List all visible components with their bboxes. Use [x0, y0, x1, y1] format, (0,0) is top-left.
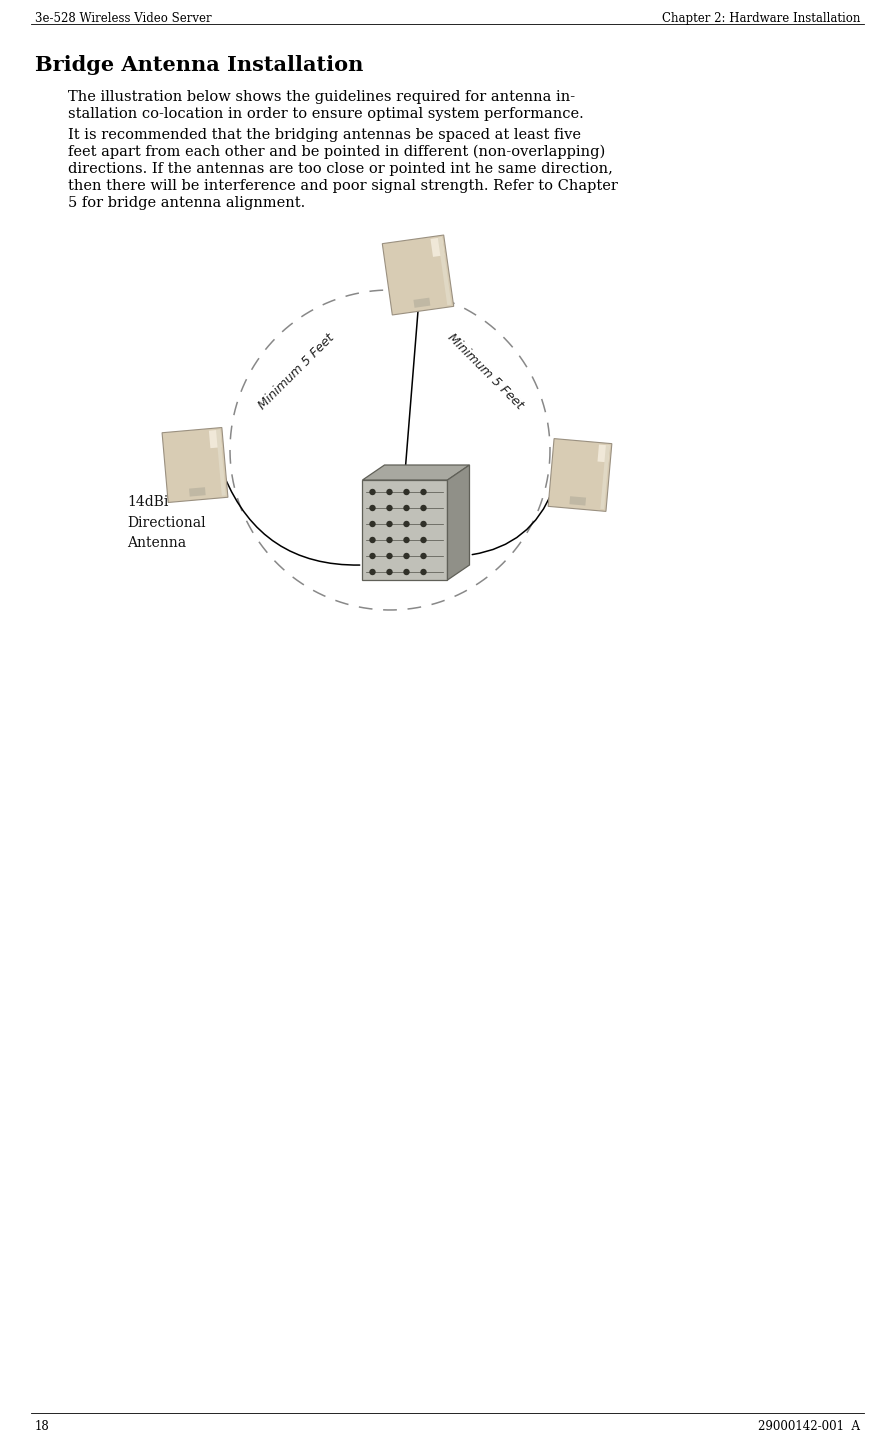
Text: 18: 18: [35, 1420, 50, 1431]
Circle shape: [369, 489, 375, 495]
Text: Minimum 5 Feet: Minimum 5 Feet: [256, 332, 337, 412]
Polygon shape: [430, 238, 444, 258]
Text: 3e-528 Wireless Video Server: 3e-528 Wireless Video Server: [35, 11, 211, 24]
Polygon shape: [208, 429, 222, 448]
Circle shape: [403, 489, 409, 495]
Text: 5 for bridge antenna alignment.: 5 for bridge antenna alignment.: [68, 196, 305, 210]
Circle shape: [386, 521, 392, 527]
Circle shape: [386, 538, 392, 542]
Text: The illustration below shows the guidelines required for antenna in-: The illustration below shows the guideli…: [68, 90, 575, 104]
Text: stallation co-location in order to ensure optimal system performance.: stallation co-location in order to ensur…: [68, 107, 583, 122]
Text: 29000142-001  A: 29000142-001 A: [757, 1420, 859, 1431]
Circle shape: [369, 554, 375, 558]
Circle shape: [386, 505, 392, 511]
Circle shape: [369, 505, 375, 511]
Circle shape: [369, 538, 375, 542]
Polygon shape: [600, 445, 609, 509]
Circle shape: [420, 570, 426, 574]
Circle shape: [420, 489, 426, 495]
Circle shape: [386, 570, 392, 574]
Circle shape: [403, 505, 409, 511]
Circle shape: [420, 505, 426, 511]
FancyArrowPatch shape: [472, 489, 552, 555]
FancyArrowPatch shape: [224, 475, 359, 565]
Circle shape: [420, 554, 426, 558]
Polygon shape: [189, 487, 206, 497]
Circle shape: [369, 570, 375, 574]
Circle shape: [420, 538, 426, 542]
Polygon shape: [162, 428, 228, 502]
Polygon shape: [413, 298, 430, 308]
Circle shape: [403, 538, 409, 542]
Circle shape: [369, 521, 375, 527]
Polygon shape: [362, 479, 447, 580]
Text: 14dBi
Directional
Antenna: 14dBi Directional Antenna: [127, 495, 206, 550]
Polygon shape: [597, 445, 609, 462]
Polygon shape: [569, 497, 586, 505]
Polygon shape: [362, 465, 469, 479]
Polygon shape: [447, 465, 469, 580]
Polygon shape: [547, 439, 611, 511]
Polygon shape: [437, 238, 451, 305]
Text: feet apart from each other and be pointed in different (non-overlapping): feet apart from each other and be pointe…: [68, 145, 604, 159]
Circle shape: [403, 521, 409, 527]
Polygon shape: [382, 235, 453, 315]
Text: It is recommended that the bridging antennas be spaced at least five: It is recommended that the bridging ante…: [68, 127, 580, 142]
Text: Minimum 5 Feet: Minimum 5 Feet: [444, 332, 525, 412]
Text: Bridge Antenna Installation: Bridge Antenna Installation: [35, 54, 363, 74]
Circle shape: [403, 570, 409, 574]
Circle shape: [386, 489, 392, 495]
Text: directions. If the antennas are too close or pointed int he same direction,: directions. If the antennas are too clos…: [68, 162, 612, 176]
Text: Chapter 2: Hardware Installation: Chapter 2: Hardware Installation: [661, 11, 859, 24]
Text: then there will be interference and poor signal strength. Refer to Chapter: then there will be interference and poor…: [68, 179, 617, 193]
Polygon shape: [215, 429, 225, 495]
Circle shape: [420, 521, 426, 527]
Circle shape: [386, 554, 392, 558]
Circle shape: [403, 554, 409, 558]
